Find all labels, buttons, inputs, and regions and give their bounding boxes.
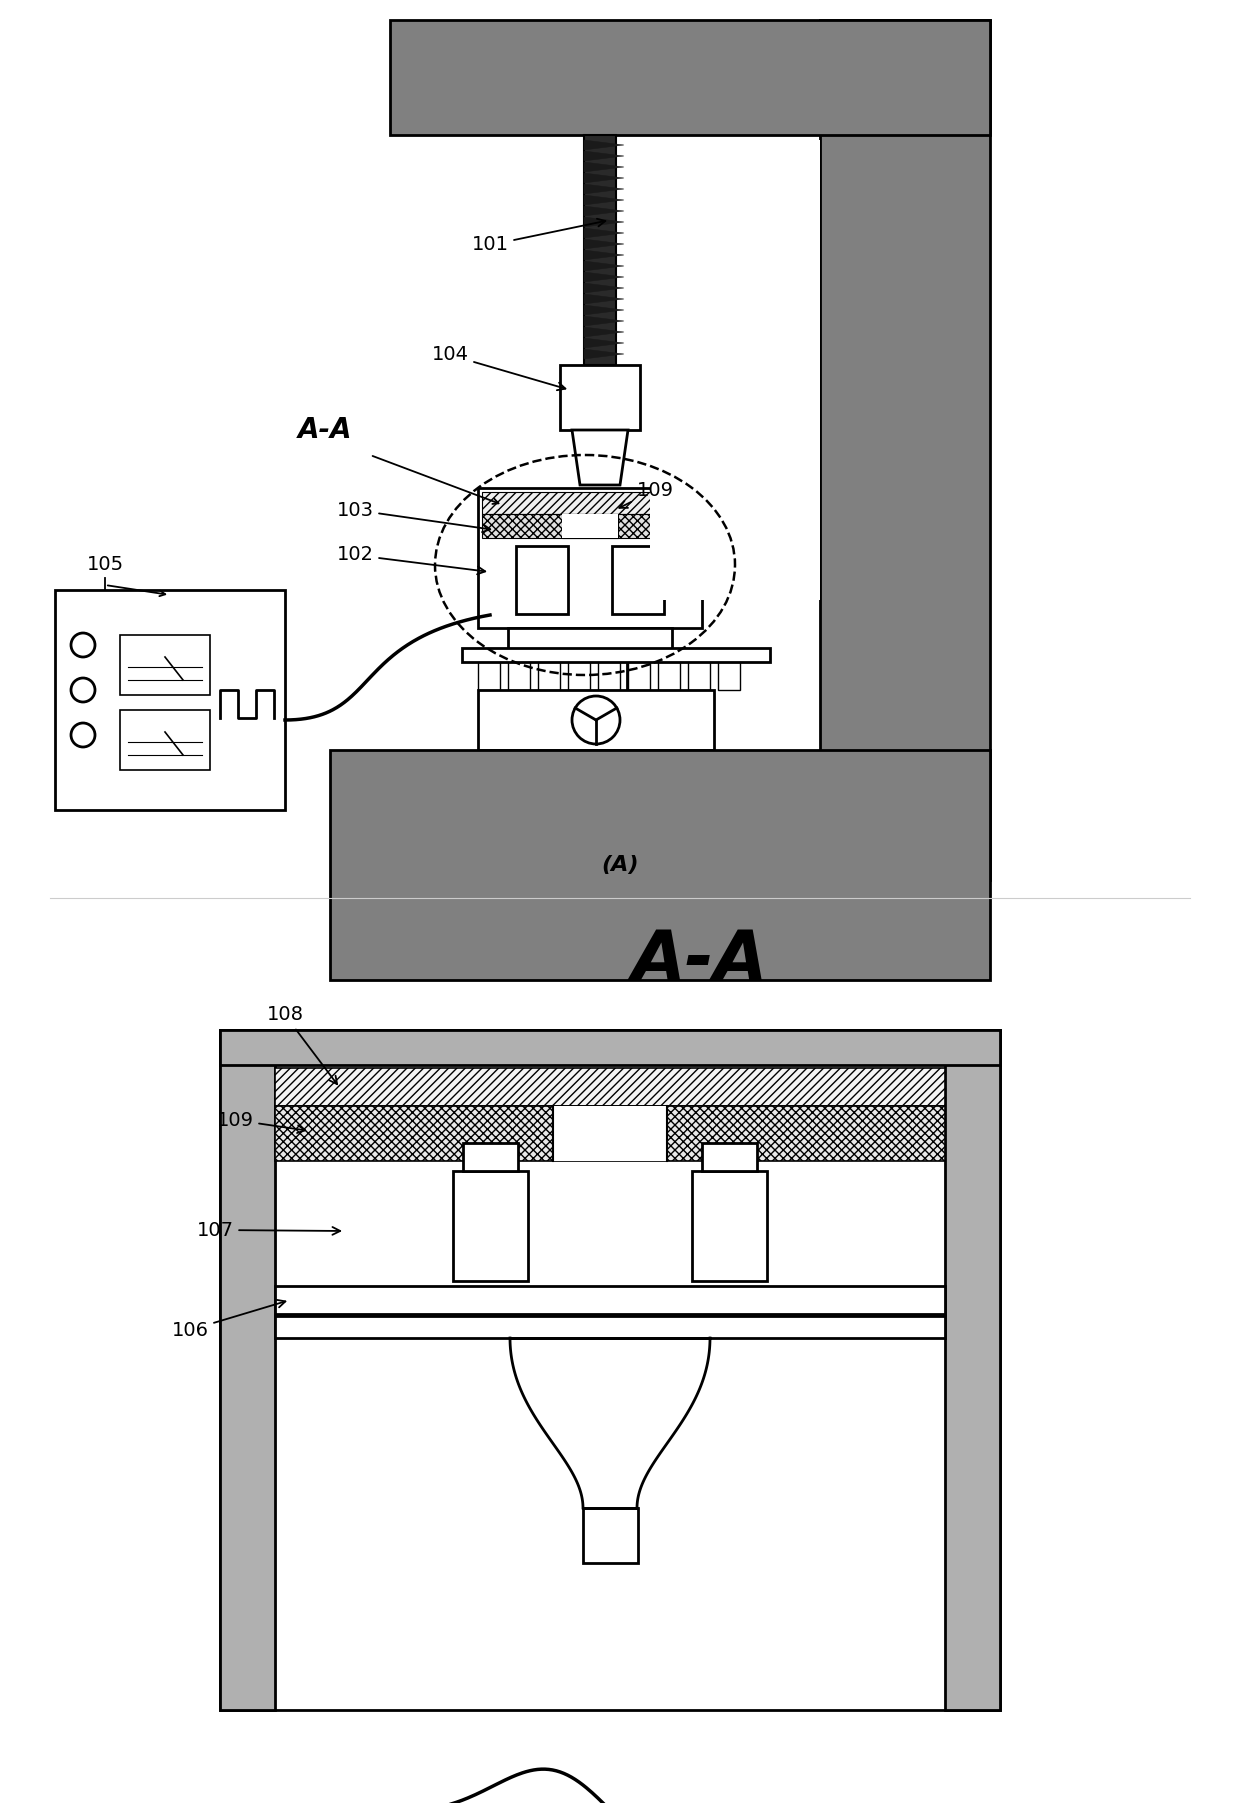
Bar: [219, 1030, 999, 1709]
Bar: [613, 546, 663, 615]
Polygon shape: [584, 251, 624, 260]
Text: 103: 103: [336, 501, 490, 532]
Polygon shape: [584, 326, 624, 337]
Bar: [553, 656, 627, 703]
Text: 101: 101: [471, 218, 605, 254]
Polygon shape: [584, 294, 624, 305]
Bar: [583, 1507, 639, 1563]
Bar: [508, 627, 672, 656]
Polygon shape: [584, 162, 624, 171]
Polygon shape: [584, 195, 624, 206]
Polygon shape: [584, 337, 624, 348]
Bar: [482, 492, 698, 514]
Bar: [538, 660, 560, 691]
Text: (A): (A): [601, 855, 639, 874]
Bar: [692, 1170, 768, 1280]
Bar: [560, 364, 640, 429]
Polygon shape: [584, 305, 624, 316]
Bar: [516, 546, 568, 615]
Bar: [553, 1105, 668, 1161]
Polygon shape: [584, 206, 624, 216]
Bar: [562, 514, 618, 537]
Bar: [463, 647, 770, 662]
Bar: [568, 660, 590, 691]
Bar: [477, 489, 702, 627]
Bar: [508, 660, 529, 691]
Bar: [477, 691, 714, 750]
Bar: [688, 660, 711, 691]
Polygon shape: [584, 216, 624, 227]
Bar: [477, 660, 500, 691]
Polygon shape: [584, 272, 624, 281]
Polygon shape: [584, 227, 624, 238]
Polygon shape: [584, 184, 624, 195]
Bar: [702, 1143, 756, 1170]
Bar: [120, 710, 210, 770]
Bar: [55, 590, 285, 810]
Text: 107: 107: [196, 1221, 340, 1239]
Bar: [598, 660, 620, 691]
Text: 106: 106: [171, 1300, 285, 1340]
Bar: [627, 660, 650, 691]
Polygon shape: [584, 240, 624, 249]
Bar: [658, 660, 680, 691]
Bar: [391, 20, 990, 135]
Polygon shape: [584, 173, 624, 182]
Text: A-A: A-A: [298, 416, 352, 444]
Text: 105: 105: [87, 555, 124, 575]
Text: A-A: A-A: [632, 927, 769, 993]
Polygon shape: [584, 141, 624, 150]
Bar: [650, 141, 820, 600]
Polygon shape: [584, 316, 624, 326]
Bar: [463, 1143, 518, 1170]
Bar: [482, 514, 698, 537]
Bar: [120, 635, 210, 694]
Bar: [219, 1030, 999, 1066]
Bar: [820, 20, 990, 880]
Polygon shape: [584, 350, 624, 359]
Bar: [275, 1105, 945, 1161]
Bar: [584, 135, 616, 364]
Bar: [275, 1316, 945, 1338]
Text: 104: 104: [432, 346, 565, 389]
Text: 109: 109: [619, 481, 673, 508]
Polygon shape: [584, 261, 624, 270]
Bar: [219, 1030, 275, 1709]
Bar: [275, 1067, 945, 1105]
Text: 108: 108: [267, 1006, 337, 1084]
Bar: [718, 660, 740, 691]
Bar: [562, 514, 618, 537]
Polygon shape: [584, 151, 624, 160]
Text: 109: 109: [217, 1111, 305, 1132]
Bar: [453, 1170, 528, 1280]
Bar: [275, 1286, 945, 1314]
Bar: [945, 1030, 999, 1709]
Bar: [330, 750, 990, 981]
Polygon shape: [572, 429, 627, 485]
Text: 102: 102: [336, 546, 485, 575]
Polygon shape: [584, 283, 624, 294]
